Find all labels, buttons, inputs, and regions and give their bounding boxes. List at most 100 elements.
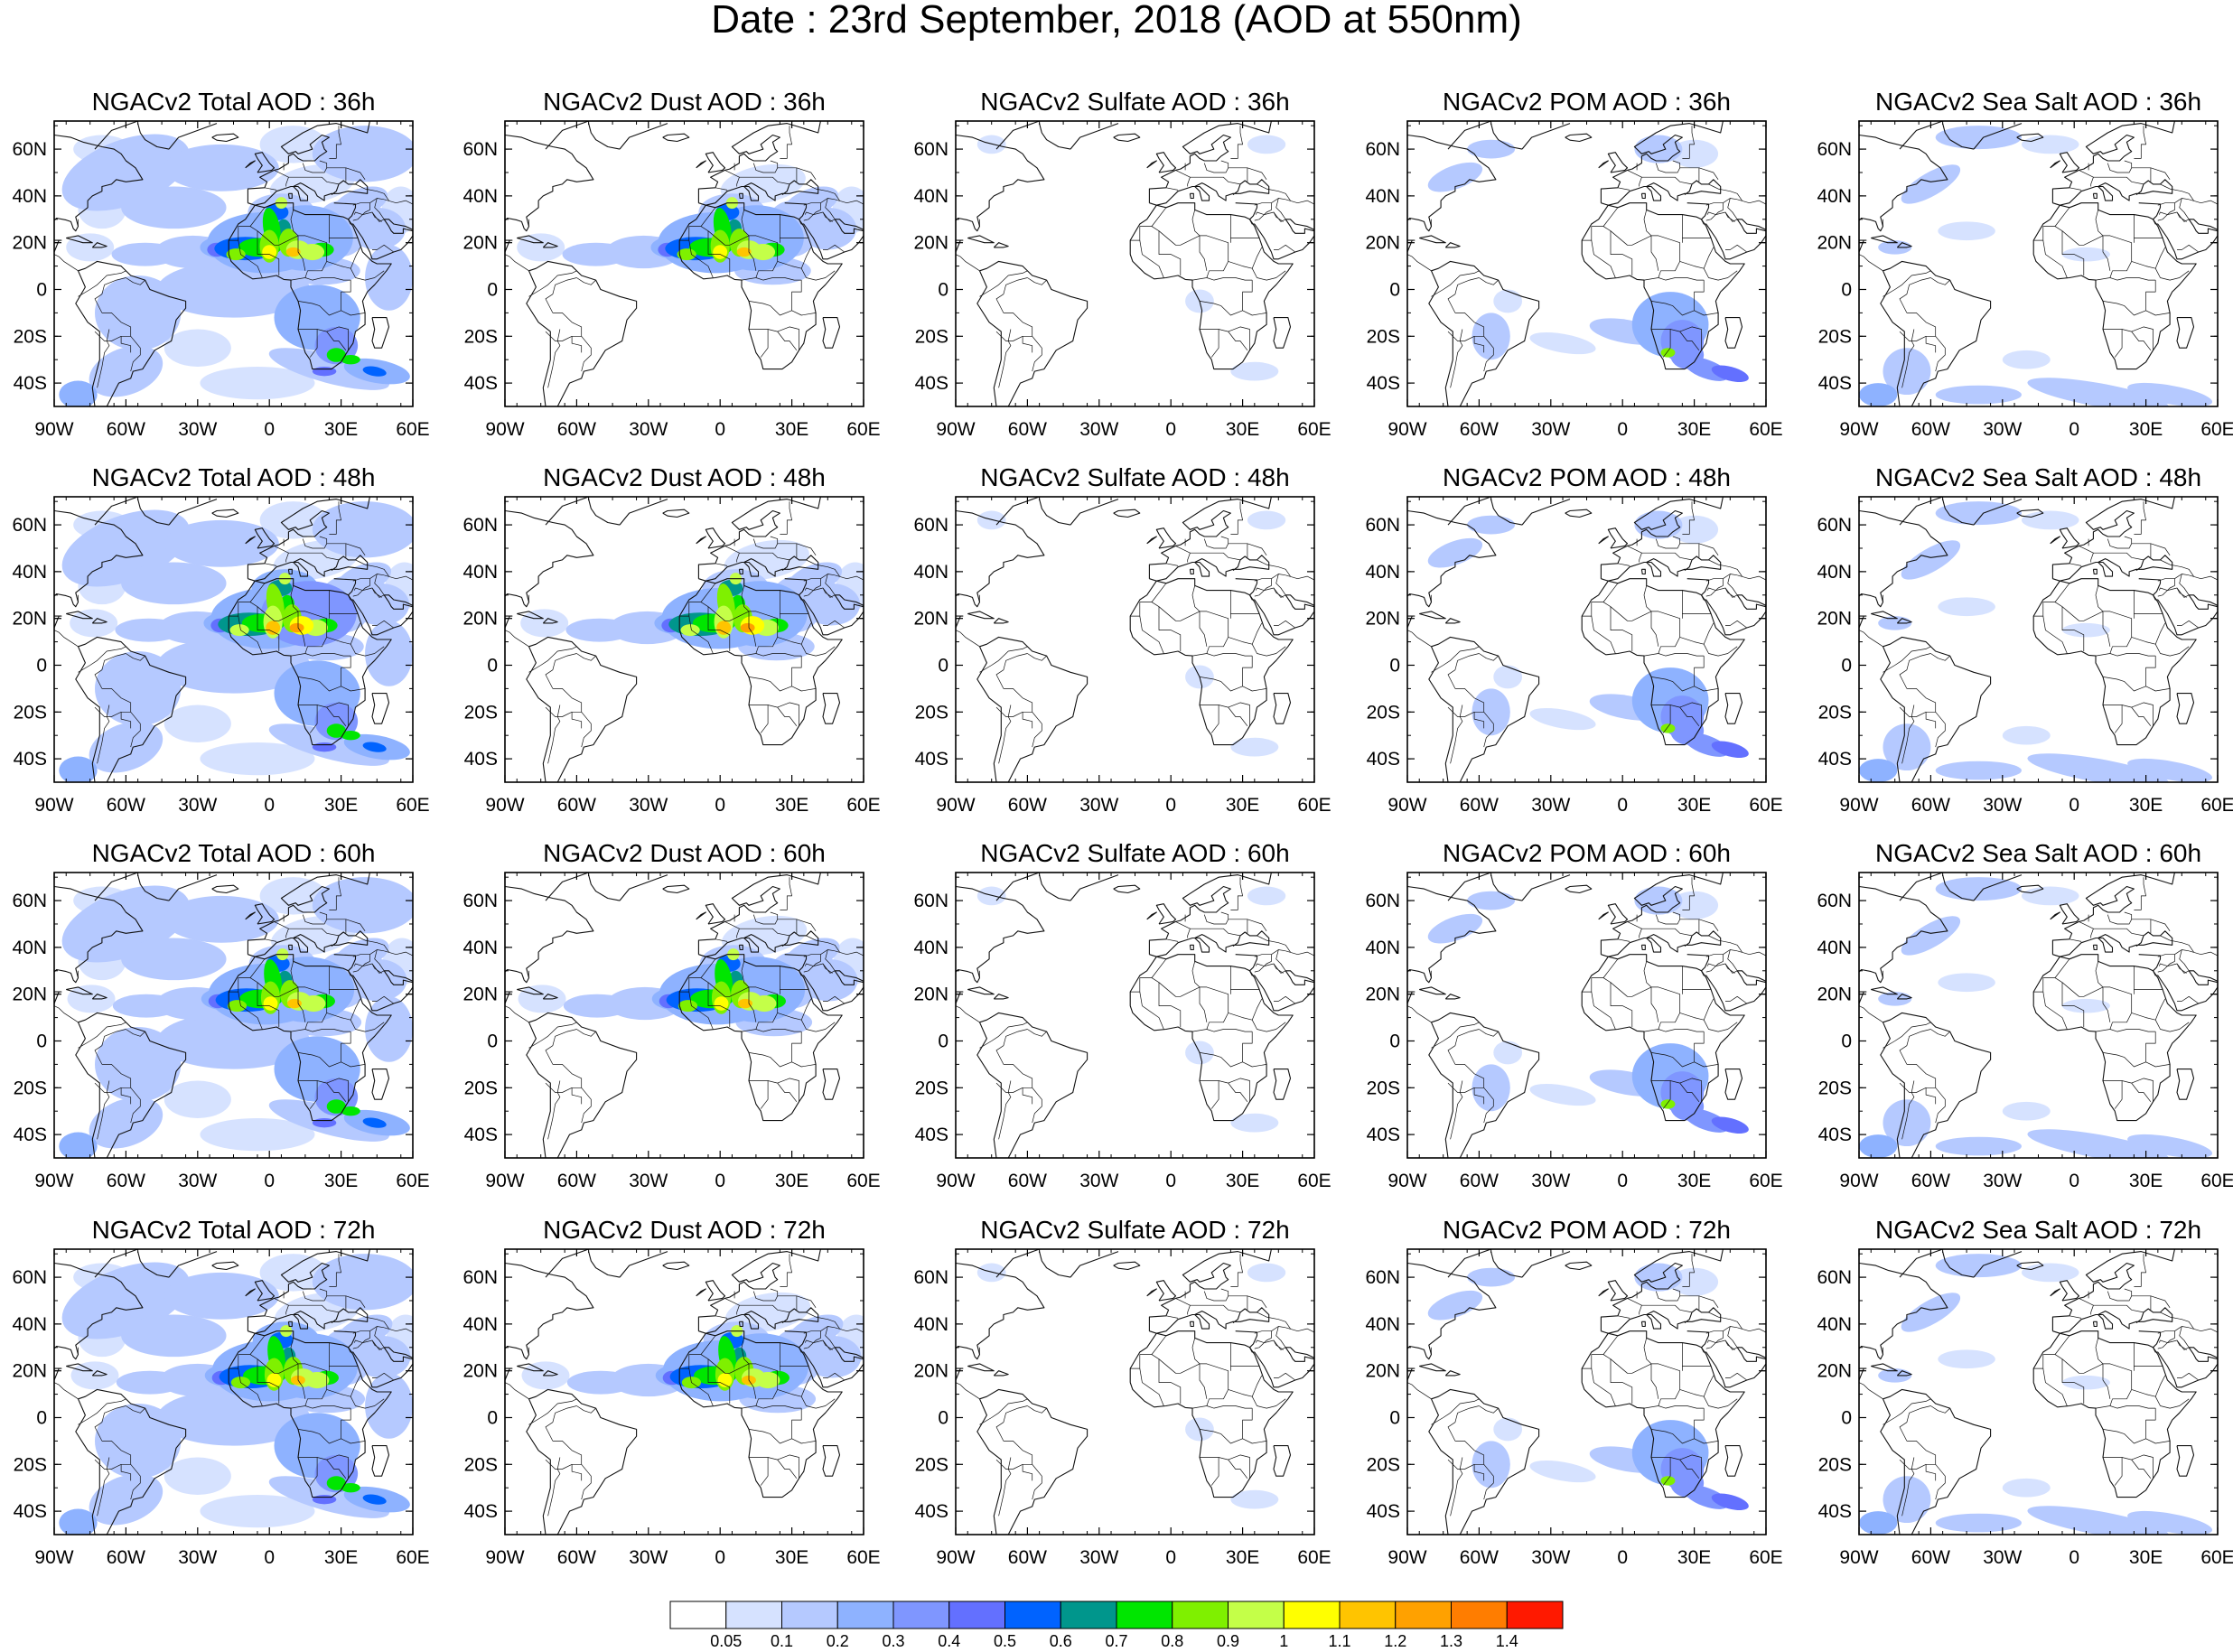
lat-tick-label: 0 [1389,655,1400,676]
lon-tick-label: 60W [1911,1547,1950,1568]
lon-tick-label: 30E [1677,795,1711,816]
aod-contour [1467,139,1516,159]
coastlines [1407,873,1766,1158]
aod-contour [365,996,413,1062]
aod-contour [200,1117,315,1152]
map-panel: NGACv2 Dust AOD : 36h 90W 60W 30W 0 30E 60E 60N… [462,88,880,440]
coastlines [505,497,864,782]
aod-contour [1230,1489,1279,1509]
aod-contour [312,126,413,182]
lon-tick-label: 90W [34,419,73,440]
lon-tick-label: 30E [1226,419,1259,440]
lat-tick-label: 40N [1365,938,1400,958]
coastlines [54,1249,413,1535]
lon-tick-label: 60E [2200,419,2233,440]
lat-tick-label: 40S [1367,1125,1400,1145]
lon-tick-label: 0 [1617,1547,1628,1568]
aod-contour [2002,725,2051,745]
aod-contour [200,1494,315,1528]
lat-tick-label: 20S [464,326,498,347]
colorbar-swatch [948,1601,1005,1629]
lon-tick-label: 30E [775,419,808,440]
aod-contour [2061,247,2110,262]
aod-contour [341,1106,360,1116]
aod-contour [121,562,227,605]
coastlines [1407,1249,1766,1535]
colorbar-label: 1.2 [1384,1632,1406,1650]
lon-tick-label: 30E [2129,1547,2163,1568]
aod-contour [326,1099,346,1114]
map-panel: NGACv2 Sea Salt AOD : 72h 90W 60W 30W 0 30E 60… [1817,1216,2233,1568]
colorbar-swatch [836,1601,894,1629]
lon-tick-label: 30W [629,795,668,816]
lat-tick-label: 40S [14,373,47,394]
map-panel: NGACv2 Dust AOD : 48h 90W 60W 30W 0 30E 60E 60N… [462,463,880,816]
panel-title: NGACv2 Total AOD : 36h [92,88,376,116]
colorbar-swatch [1116,1601,1173,1629]
aod-field [1427,135,1749,383]
aod-contour [341,1483,360,1493]
lat-tick-label: 0 [487,655,498,676]
lon-tick-label: 30E [2129,1171,2163,1191]
aod-contour [1230,361,1279,381]
lat-tick-label: 20N [1817,985,1852,1005]
lat-tick-label: 60N [12,1267,47,1288]
lat-tick-label: 0 [1841,279,1852,300]
lat-tick-label: 0 [1841,655,1852,676]
map-panel: NGACv2 Sulfate AOD : 60h 90W 60W 30W 0 30E 60E… [913,839,1331,1191]
lat-tick-label: 40N [12,938,47,958]
lon-tick-label: 60E [2200,1171,2233,1191]
lat-tick-label: 20S [1367,1078,1400,1098]
lon-tick-label: 90W [1387,1547,1426,1568]
lon-tick-label: 60E [1749,419,1782,440]
panel-title: NGACv2 POM AOD : 36h [1443,88,1731,116]
lat-tick-label: 60N [12,139,47,160]
aod-contour [1883,1476,1931,1524]
aod-contour [365,245,413,311]
colorbar-swatch [1339,1601,1397,1629]
lat-tick-label: 20N [12,609,47,630]
aod-contour [720,163,806,204]
coastlines [54,121,413,406]
aod-contour [1938,1349,1995,1369]
colorbar-label: 0.9 [1217,1632,1239,1650]
colorbar-label: 0.2 [827,1632,849,1650]
aod-contour [2002,350,2051,369]
aod-contour [326,723,346,738]
lat-tick-label: 40S [1367,373,1400,394]
lat-tick-label: 20S [14,1078,47,1098]
lat-tick-label: 40S [1818,1501,1852,1522]
aod-contour [1427,913,1483,944]
colorbar-swatch [892,1601,950,1629]
aod-contour [1670,1267,1719,1296]
lon-tick-label: 30W [629,1547,668,1568]
aod-contour [740,622,755,633]
lat-tick-label: 60N [1365,515,1400,536]
aod-contour [312,501,413,558]
lat-tick-label: 40N [12,562,47,583]
aod-contour [59,756,98,782]
aod-contour [736,247,752,257]
aod-contour [680,624,700,637]
map-panel: NGACv2 Sea Salt AOD : 48h 90W 60W 30W 0 30E 60… [1817,463,2233,816]
lat-tick-label: 60N [913,139,948,160]
lon-tick-label: 90W [936,795,975,816]
aod-contour [724,539,809,580]
lon-tick-label: 30W [178,1171,217,1191]
lat-tick-label: 0 [938,655,948,676]
lon-tick-label: 0 [1165,1547,1176,1568]
panel-title: NGACv2 Sulfate AOD : 36h [980,88,1289,116]
aod-contour [1660,1476,1676,1486]
aod-contour [164,1457,231,1495]
lat-tick-label: 60N [1817,515,1852,536]
aod-contour [362,742,387,752]
aod-contour [2021,886,2079,906]
lon-tick-label: 30E [775,1547,808,1568]
lat-tick-label: 0 [36,655,47,676]
aod-contour [1938,597,1995,617]
lat-tick-label: 20N [1817,233,1852,254]
lat-tick-label: 40S [14,749,47,770]
lon-tick-label: 60W [557,1171,596,1191]
lon-tick-label: 30W [1531,795,1570,816]
